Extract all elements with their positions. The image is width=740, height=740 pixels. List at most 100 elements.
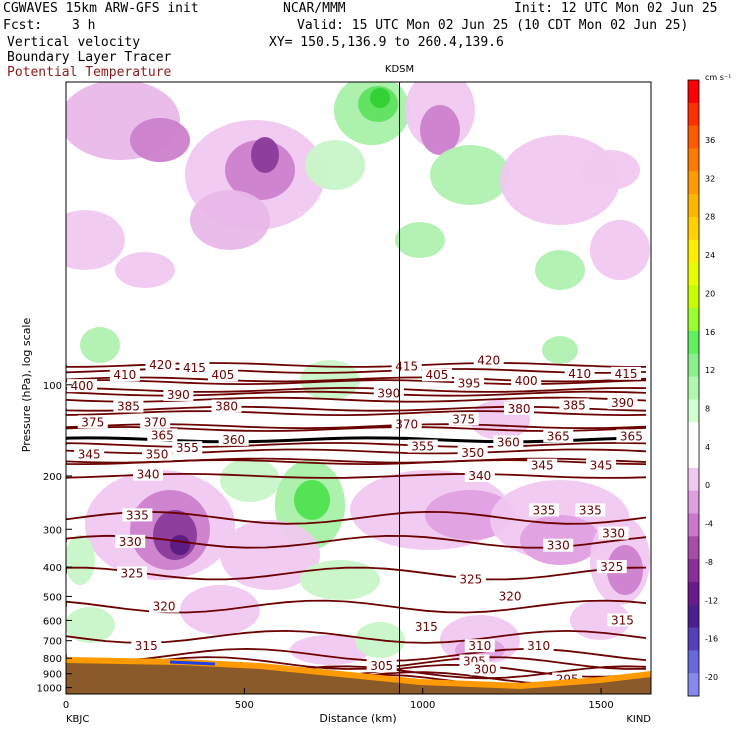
y-axis-label: Pressure (hPa), log scale [20, 318, 33, 453]
w-blob-10 [370, 88, 390, 108]
contour-label-bg-51 [607, 396, 638, 410]
contour-label-325-18: 325 [121, 567, 144, 581]
header-fcst-label: Fcst: [3, 18, 43, 33]
contour-label-400-4: 400 [71, 379, 94, 393]
colorbar-swatch-26 [688, 673, 699, 697]
contour-label-bg-29 [523, 639, 554, 653]
contour-label-bg-6 [211, 399, 242, 413]
contour-label-bg-24 [366, 659, 397, 673]
w-blob-18 [590, 220, 650, 280]
contour-label-bg-38 [575, 503, 606, 517]
contour-label-bg-7 [113, 399, 144, 413]
w-blob-29 [294, 480, 330, 520]
colorbar-label-20: 20 [705, 289, 715, 298]
colorbar-label--12: -12 [705, 596, 718, 605]
contour-label-bg-2 [109, 368, 140, 382]
contour-label-bg-46 [616, 429, 647, 443]
contour-label-345-14: 345 [78, 448, 101, 462]
contour-label-bg-55 [421, 368, 452, 382]
contour-label-bg-31 [470, 662, 501, 676]
colorbar-label--4: -4 [705, 520, 713, 529]
theta-contour-360 [66, 442, 647, 448]
y-tick-label-800: 800 [43, 654, 62, 665]
contour-label-bg-4 [67, 379, 98, 393]
contour-label-310-28: 310 [468, 639, 491, 653]
contour-label-bg-58 [611, 366, 642, 380]
contour-label-bg-14 [74, 447, 105, 461]
contour-label-bg-48 [448, 412, 479, 426]
contour-label-395-53: 395 [458, 376, 481, 390]
contour-label-365-45: 365 [547, 429, 570, 443]
colorbar-label--8: -8 [705, 558, 713, 567]
contour-label-360-11: 360 [222, 433, 245, 447]
contour-label-370-9: 370 [144, 415, 167, 429]
colorbar-label--16: -16 [705, 635, 718, 644]
contour-label-410-56: 410 [568, 367, 591, 381]
contour-label-335-37: 335 [533, 503, 556, 517]
colorbar-label-8: 8 [705, 405, 710, 414]
contour-label-410-2: 410 [113, 368, 136, 382]
contour-label-355-43: 355 [411, 440, 434, 454]
colorbar-swatch-17 [688, 467, 699, 492]
contour-label-bg-3 [207, 368, 238, 382]
station-label-kdsm: KDSM [385, 64, 414, 75]
header-org: NCAR/MMM [283, 1, 346, 16]
colorbar-swatch-22 [688, 581, 699, 606]
x-tick-label-0: 0 [63, 700, 69, 711]
header-field-boundary-layer: Boundary Layer Tracer [7, 50, 172, 65]
colorbar-swatch-23 [688, 604, 699, 629]
contour-label-345-41: 345 [590, 459, 613, 473]
w-blob-17 [535, 250, 585, 290]
contour-label-bg-59 [473, 353, 504, 367]
w-blob-38 [300, 560, 380, 600]
y-tick-label-100: 100 [43, 381, 62, 392]
theta-contour-380 [66, 410, 647, 417]
colorbar-label-24: 24 [705, 251, 715, 260]
contour-label-bg-26 [495, 589, 526, 603]
header-model: CGWAVES 15km ARW-GFS init [3, 1, 199, 16]
colorbar-swatch-20 [688, 536, 699, 560]
header-field-potential-temperature: Potential Temperature [7, 65, 172, 80]
contour-label-bg-11 [218, 432, 249, 446]
contour-label-bg-39 [464, 468, 495, 482]
contour-label-bg-12 [172, 441, 203, 455]
w-blob-1 [130, 118, 190, 162]
station-label-kbjc: KBJC [66, 714, 89, 725]
w-blob-22 [542, 336, 578, 364]
contour-label-bg-50 [559, 398, 590, 412]
colorbar-swatch-12 [688, 353, 699, 378]
contour-label-345-40: 345 [531, 459, 554, 473]
colorbar-label-0: 0 [705, 481, 710, 490]
contour-label-315-25: 315 [415, 620, 438, 634]
contour-label-375-48: 375 [452, 412, 475, 426]
contour-label-415-57: 415 [395, 359, 418, 373]
colorbar-swatch-13 [688, 376, 699, 400]
contour-label-325-34: 325 [600, 560, 623, 574]
contour-label-bg-37 [528, 503, 559, 517]
y-tick-label-700: 700 [43, 637, 62, 648]
plot-frame [65, 81, 652, 695]
axes: 0 500 1000 1500 100 200 300 400 500 600 700 800 900 1… [37, 64, 652, 725]
contour-label-bg-13 [141, 447, 172, 461]
contour-label-bg-42 [457, 446, 488, 460]
colorbar-swatch-1 [688, 102, 699, 127]
contour-label-385-7: 385 [117, 400, 140, 414]
contour-label-bg-40 [527, 458, 558, 472]
theta-contour-410 [66, 376, 647, 383]
colorbar-label-12: 12 [705, 366, 715, 375]
contour-label-420-59: 420 [477, 353, 500, 367]
contour-label-bg-34 [596, 560, 627, 574]
colorbar-swatch-18 [688, 490, 699, 514]
contour-label-bg-54 [511, 373, 542, 387]
colorbar-unit: cm s⁻¹ [705, 73, 731, 82]
w-blob-5 [190, 190, 270, 250]
w-blob-11 [305, 140, 365, 190]
contour-label-300-31: 300 [474, 662, 497, 676]
colorbar-swatch-9 [688, 285, 699, 309]
contour-label-390-51: 390 [611, 396, 634, 410]
y-tick-label-200: 200 [43, 472, 62, 483]
contour-label-400-54: 400 [515, 374, 538, 388]
contour-label-415-58: 415 [615, 367, 638, 381]
contour-label-bg-43 [407, 439, 438, 453]
